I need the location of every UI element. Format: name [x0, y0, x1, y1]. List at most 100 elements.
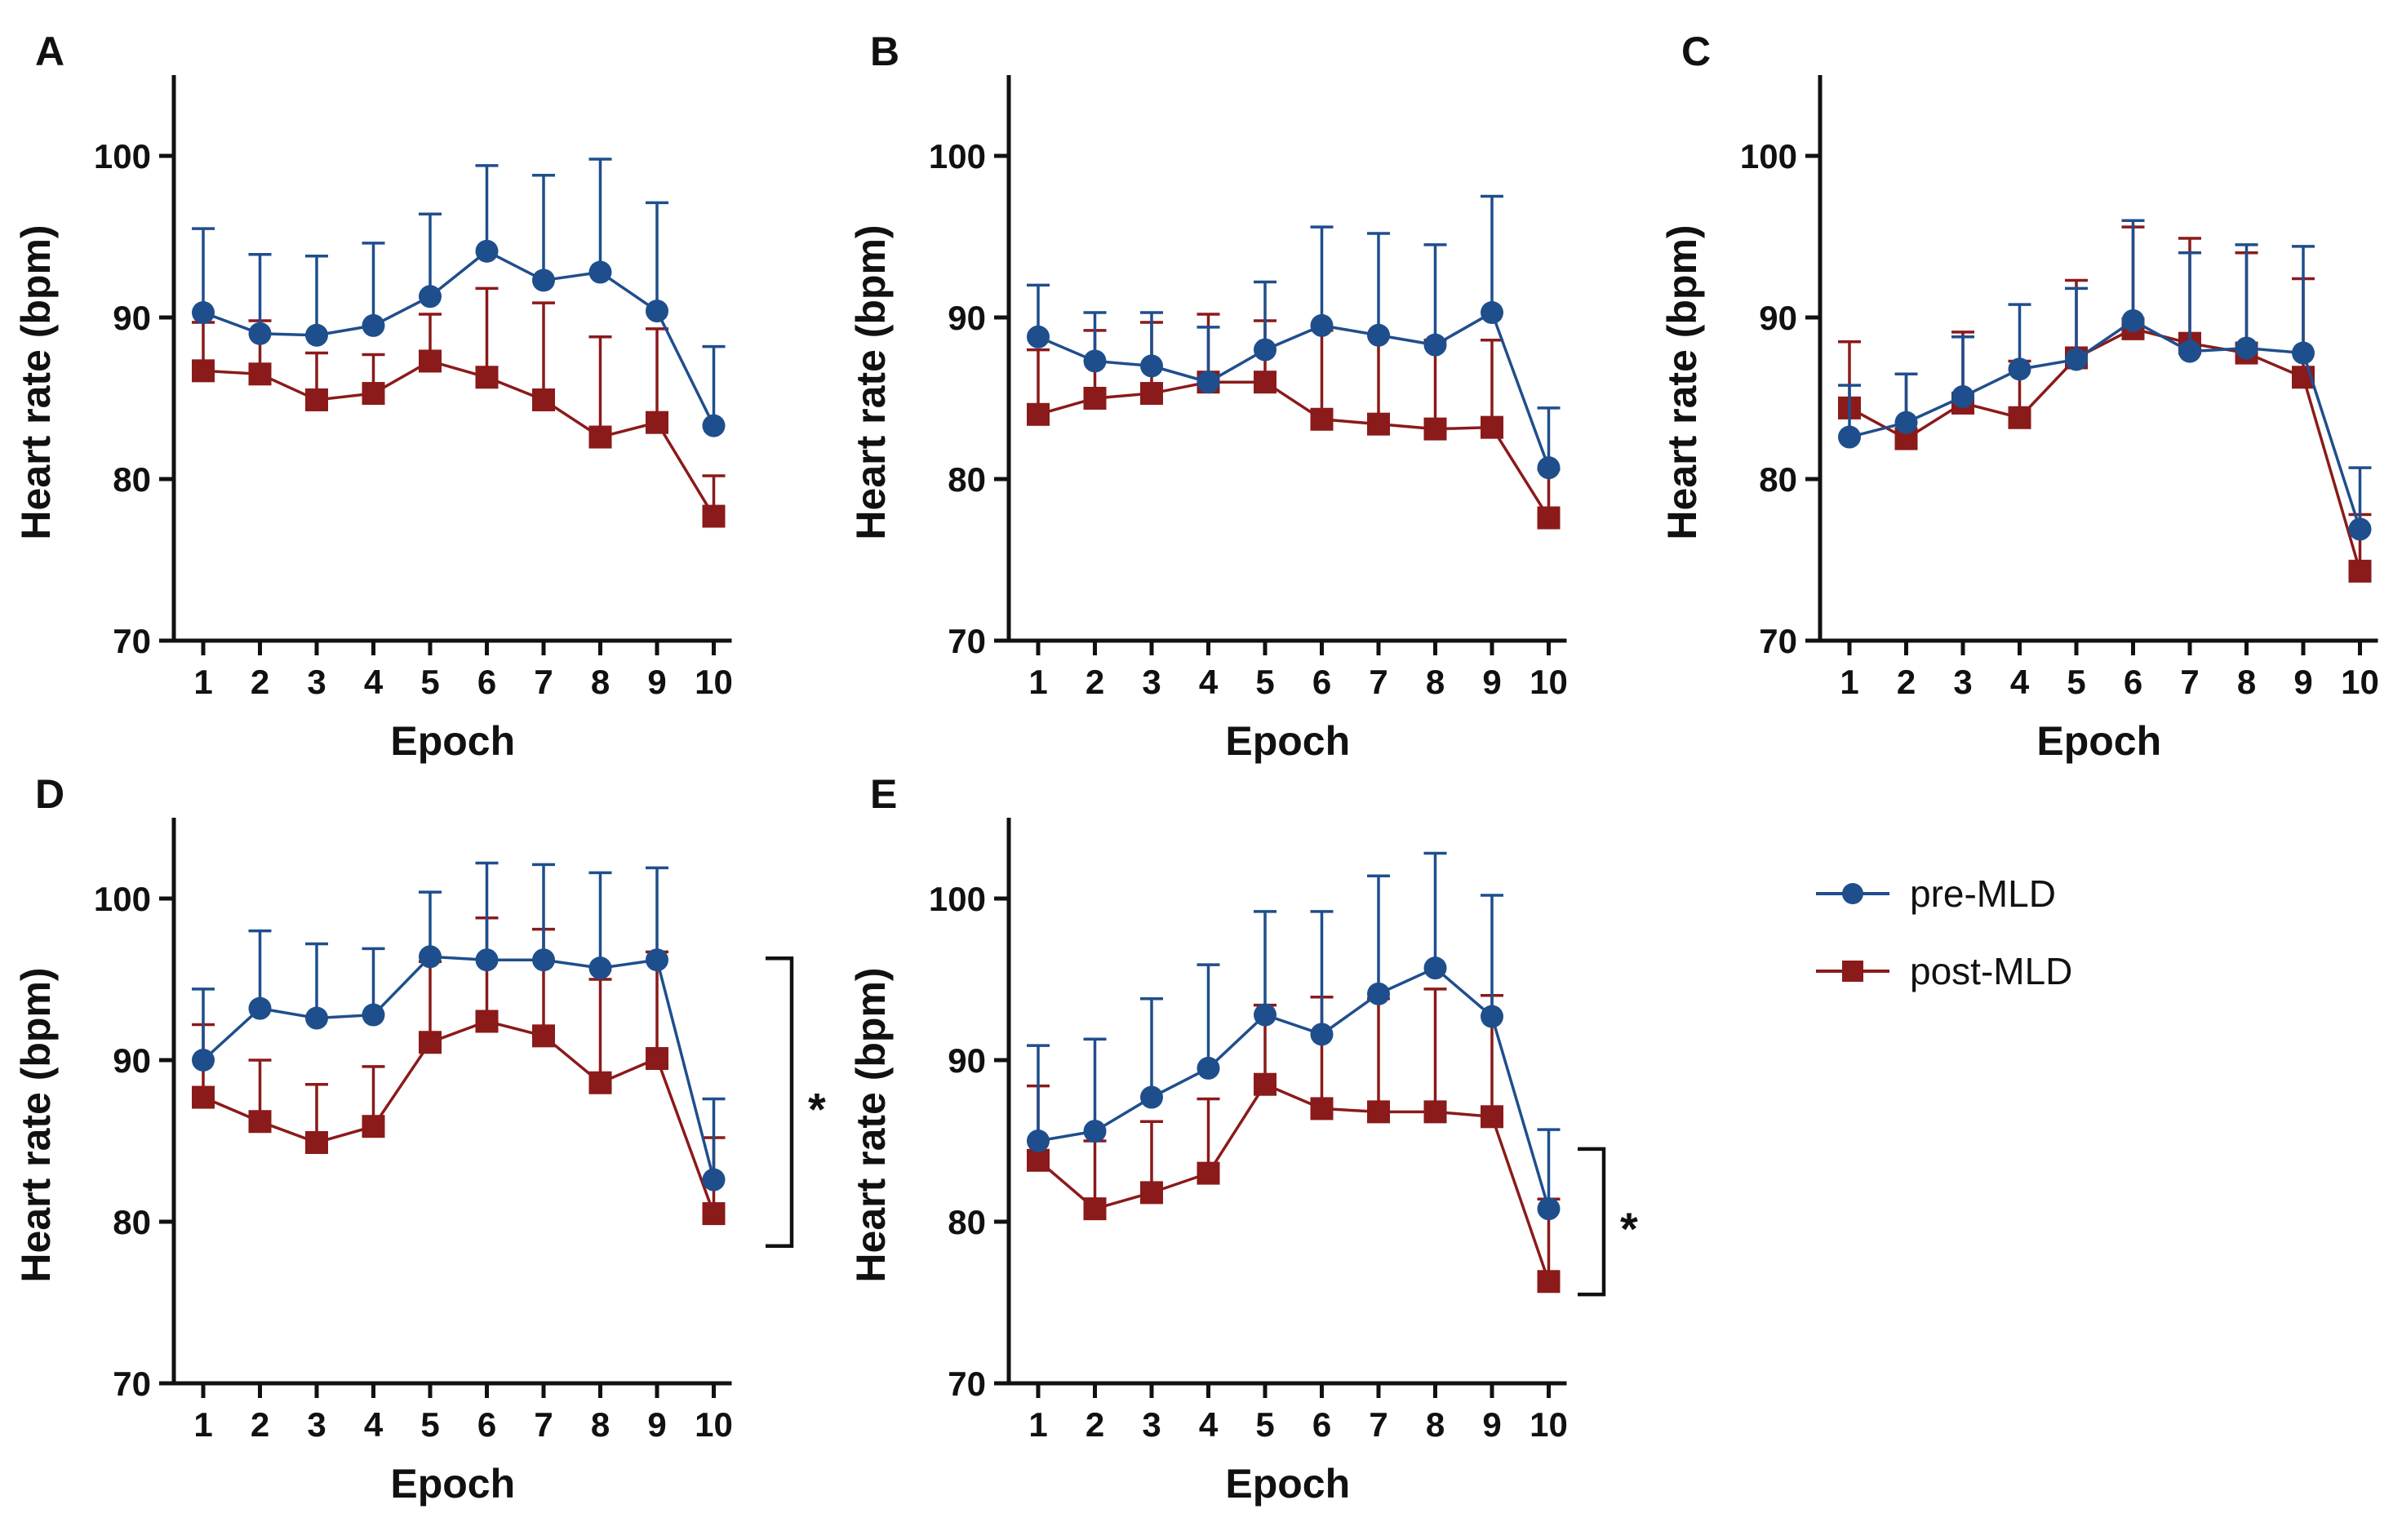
panel-e-significance-bracket: [1578, 1147, 1606, 1297]
panel-c-y-tick-label-70: 70: [1759, 622, 1797, 660]
panel-d-significance-label: *: [808, 1083, 826, 1134]
panel-b-x-tick-label-6: 6: [1312, 663, 1331, 701]
panel-b-x-axis-label: Epoch: [1225, 718, 1350, 764]
panel-d-post-mld-point-3: [305, 1130, 328, 1154]
panel-b-y-tick-label-80: 80: [948, 460, 986, 499]
panel-d-y-tick-label-70: 70: [113, 1365, 151, 1403]
panel-c-y-tick-label-100: 100: [1740, 137, 1797, 175]
panel-b-x-tick-label-4: 4: [1199, 663, 1219, 701]
panel-d-x-tick-label-4: 4: [364, 1405, 384, 1444]
panel-d-pre-mld-point-8: [588, 956, 612, 980]
panel-e-series-pre-mld: [1027, 851, 1561, 1221]
panel-a-y-tick-label-80: 80: [113, 460, 151, 499]
panel-a-x-tick-label-4: 4: [364, 663, 384, 701]
panel-a-post-mld-point-5: [419, 349, 442, 373]
panel-a-x-tick-label-9: 9: [647, 663, 666, 701]
panel-e-post-mld-point-10: [1537, 1270, 1561, 1294]
panel-d-x-axis-label: Epoch: [390, 1461, 515, 1507]
panel-e-post-mld-point-4: [1197, 1161, 1220, 1185]
panel-c: C 70 80 90 100 1 2 3 4 5 6 7 8 9 10 Epoch Heart rate (bp…: [1659, 29, 2379, 764]
panel-e-post-mld-point-3: [1140, 1181, 1163, 1205]
panel-e-y-tick-label-80: 80: [948, 1203, 986, 1241]
panel-e-x-tick-label-1: 1: [1028, 1405, 1047, 1444]
panel-e-y-tick-label-70: 70: [948, 1365, 986, 1403]
panel-c-x-tick-label-9: 9: [2293, 663, 2312, 701]
panel-d-pre-mld-line: [202, 955, 716, 1180]
panel-c-pre-mld-point-3: [1951, 385, 1974, 409]
panel-a-pre-mld-point-8: [588, 260, 612, 284]
panel-d-post-mld-point-2: [248, 1110, 272, 1134]
panel-d-post-mld-point-10: [702, 1202, 726, 1226]
panel-b-y-axis-label: Heart rate (bpm): [848, 224, 894, 539]
panel-e-pre-mld-point-6: [1310, 1023, 1334, 1046]
panel-c-y-tick-label-90: 90: [1759, 299, 1797, 337]
panel-b-post-mld-point-2: [1083, 387, 1107, 410]
panel-b-x-tick-label-5: 5: [1255, 663, 1274, 701]
panel-e-series-post-mld: [1027, 987, 1561, 1294]
panel-e-x-tick-label-5: 5: [1255, 1405, 1274, 1444]
panel-e-post-mld-point-9: [1481, 1105, 1503, 1129]
panel-c-pre-mld-point-10: [2348, 517, 2372, 541]
panel-b-pre-mld-point-4: [1197, 371, 1220, 394]
panel-c-y-tick-label-80: 80: [1759, 460, 1797, 499]
panel-a-pre-mld-point-1: [192, 301, 215, 325]
panel-a-x-tick-label-6: 6: [477, 663, 496, 701]
panel-a-post-mld-point-1: [192, 359, 215, 383]
panel-d-x-tick-label-2: 2: [251, 1405, 269, 1444]
panel-e-post-mld-line: [1037, 1082, 1551, 1282]
panel-a-post-mld-point-2: [248, 362, 272, 386]
panel-b: B 70 80 90 100 1 2 3 4 5 6 7 8 9 10 Epoch Heart rate (bp…: [848, 29, 1568, 764]
panel-d-series-post-mld: [192, 916, 726, 1226]
panel-e-letter: E: [870, 771, 897, 817]
panel-e-x-tick-label-6: 6: [1312, 1405, 1331, 1444]
panel-b-post-mld-point-10: [1537, 506, 1561, 530]
panel-c-pre-mld-point-1: [1838, 425, 1861, 449]
panel-c-pre-mld-point-6: [2121, 308, 2145, 332]
legend-pre-mld-label: pre-MLD: [1910, 872, 2056, 915]
panel-a-pre-mld-point-3: [305, 323, 328, 347]
panel-a-pre-mld-point-7: [532, 269, 555, 292]
panel-a-pre-mld-point-4: [362, 313, 385, 337]
panel-e-post-mld-point-7: [1367, 1100, 1390, 1124]
panel-d-pre-mld-point-9: [646, 948, 668, 972]
panel-a-x-tick-label-1: 1: [193, 663, 212, 701]
panel-b-x-tick-label-2: 2: [1086, 663, 1104, 701]
panel-d-x-tick-label-8: 8: [591, 1405, 610, 1444]
panel-d-post-mld-point-7: [532, 1024, 555, 1048]
panel-e-x-axis-label: Epoch: [1225, 1461, 1350, 1507]
panel-d-post-mld-point-1: [192, 1085, 215, 1109]
panel-d-post-mld-point-6: [475, 1010, 499, 1033]
panel-c-x-tick-label-5: 5: [2067, 663, 2085, 701]
panel-a-pre-mld-line: [202, 249, 716, 427]
panel-e-y-tick-label-90: 90: [948, 1041, 986, 1080]
panel-a-post-mld-point-8: [588, 425, 612, 449]
panel-a-post-mld-point-9: [646, 411, 668, 434]
panel-b-x-tick-label-8: 8: [1426, 663, 1445, 701]
panel-e-post-mld-point-6: [1310, 1097, 1334, 1121]
panel-e-x-tick-label-4: 4: [1199, 1405, 1219, 1444]
panel-a-x-tick-label-3: 3: [307, 663, 326, 701]
legend-post-mld-label: post-MLD: [1910, 950, 2072, 992]
panel-a-post-mld-point-7: [532, 388, 555, 411]
legend: pre-MLD post-MLD: [1816, 872, 2072, 992]
panel-a-post-mld-line: [202, 359, 715, 517]
panel-e-pre-mld-point-3: [1140, 1085, 1163, 1109]
panel-a-post-mld-point-6: [475, 366, 499, 389]
panel-b-pre-mld-point-1: [1027, 325, 1050, 348]
panel-b-x-tick-label-3: 3: [1142, 663, 1161, 701]
panel-d-y-tick-label-90: 90: [113, 1041, 151, 1080]
panel-e-y-axis-label: Heart rate (bpm): [848, 967, 894, 1282]
panel-e-x-tick-label-8: 8: [1426, 1405, 1445, 1444]
panel-c-letter: C: [1681, 29, 1711, 74]
panel-c-pre-mld-point-4: [2008, 357, 2031, 381]
panel-d-letter: D: [35, 771, 64, 817]
panel-d-pre-mld-point-4: [362, 1003, 385, 1027]
panel-e-x-tick-label-7: 7: [1369, 1405, 1387, 1444]
panel-d-pre-mld-point-2: [248, 996, 272, 1020]
panel-a-y-tick-label-70: 70: [113, 622, 151, 660]
panel-d-post-mld-point-9: [646, 1047, 668, 1071]
panel-e-pre-mld-point-7: [1367, 982, 1390, 1005]
panel-a-x-tick-label-7: 7: [534, 663, 553, 701]
panel-d-post-mld-line: [202, 1019, 716, 1214]
